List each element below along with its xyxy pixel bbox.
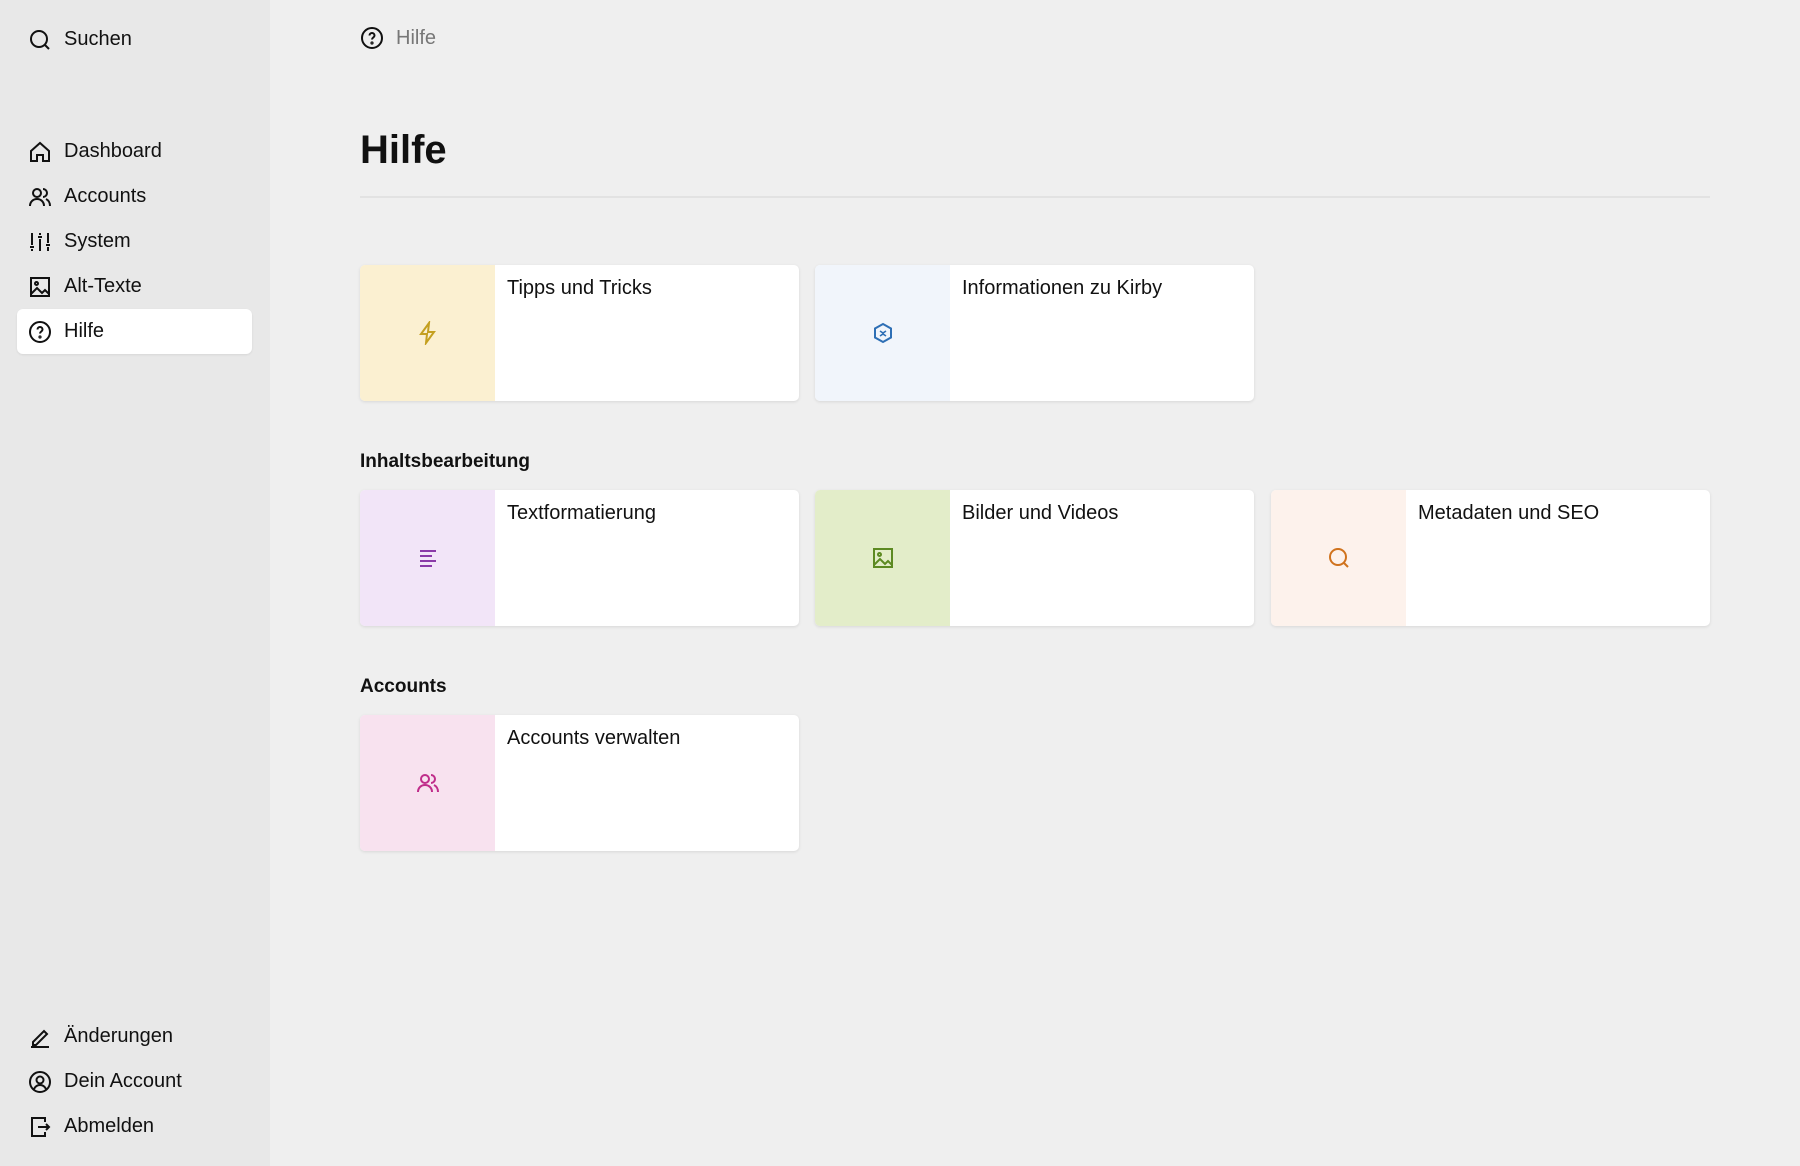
search-icon bbox=[30, 29, 50, 50]
sidebar-item-dein-account[interactable]: Dein Account bbox=[17, 1059, 252, 1104]
help-icon bbox=[29, 320, 51, 343]
card-accounts-verwalten[interactable]: Accounts verwalten bbox=[360, 715, 799, 851]
page-title: Hilfe bbox=[360, 128, 447, 172]
text-icon bbox=[419, 550, 436, 567]
card-label: Metadaten und SEO bbox=[1418, 502, 1600, 524]
card-label: Bilder und Videos bbox=[962, 502, 1119, 524]
search-icon bbox=[1328, 548, 1349, 568]
card-label: Textformatierung bbox=[507, 502, 656, 524]
sidebar-item-abmelden[interactable]: Abmelden bbox=[17, 1104, 252, 1149]
card-label: Accounts verwalten bbox=[507, 727, 681, 749]
image-icon bbox=[872, 548, 893, 568]
sliders-icon bbox=[30, 232, 50, 251]
card-informationen-zu-kirby[interactable]: Informationen zu Kirby bbox=[815, 265, 1254, 401]
card-bilder-und-videos[interactable]: Bilder und Videos bbox=[815, 490, 1254, 626]
sidebar-item-label: Accounts bbox=[64, 185, 147, 207]
card-tipps-und-tricks[interactable]: Tipps und Tricks bbox=[360, 265, 799, 401]
sidebar-item-label: Alt-Texte bbox=[64, 275, 142, 297]
image-icon bbox=[30, 276, 50, 297]
divider bbox=[360, 196, 1710, 198]
user-circle-icon bbox=[29, 1070, 51, 1093]
breadcrumb[interactable]: Hilfe bbox=[360, 26, 436, 50]
card-label: Tipps und Tricks bbox=[507, 277, 652, 299]
card-metadaten-und-seo[interactable]: Metadaten und SEO bbox=[1271, 490, 1710, 626]
sidebar-item-hilfe[interactable]: Hilfe bbox=[17, 309, 252, 354]
home-icon bbox=[30, 141, 50, 162]
sidebar-item-dashboard[interactable]: Dashboard bbox=[17, 129, 252, 174]
kirby-icon bbox=[873, 322, 892, 344]
help-icon bbox=[361, 27, 383, 49]
sidebar-item-label: Hilfe bbox=[64, 320, 105, 342]
sidebar-item-label: Abmelden bbox=[64, 1115, 155, 1137]
sidebar: Suchen Dashboard Accounts System Alt-Tex… bbox=[0, 0, 270, 1166]
sidebar-item-label: Dashboard bbox=[64, 140, 162, 162]
sidebar-item-label: Dein Account bbox=[64, 1070, 182, 1092]
section-title: Accounts bbox=[360, 676, 447, 697]
breadcrumb-label: Hilfe bbox=[396, 26, 437, 49]
card-label: Informationen zu Kirby bbox=[962, 277, 1163, 299]
sidebar-item-label: System bbox=[64, 230, 131, 252]
card-textformatierung[interactable]: Textformatierung bbox=[360, 490, 799, 626]
bolt-icon bbox=[418, 321, 436, 345]
users-icon bbox=[416, 774, 439, 793]
search-button[interactable]: Suchen bbox=[17, 17, 252, 62]
sidebar-item-system[interactable]: System bbox=[17, 219, 252, 264]
sidebar-item-aenderungen[interactable]: Änderungen bbox=[17, 1014, 252, 1059]
sidebar-item-accounts[interactable]: Accounts bbox=[17, 174, 252, 219]
sidebar-item-label: Änderungen bbox=[64, 1025, 173, 1047]
pen-icon bbox=[31, 1029, 49, 1048]
users-icon bbox=[29, 187, 51, 206]
section-title: Inhaltsbearbeitung bbox=[360, 451, 530, 472]
search-label: Suchen bbox=[64, 28, 132, 50]
sidebar-item-alt-texte[interactable]: Alt-Texte bbox=[17, 264, 252, 309]
logout-icon bbox=[31, 1116, 51, 1137]
